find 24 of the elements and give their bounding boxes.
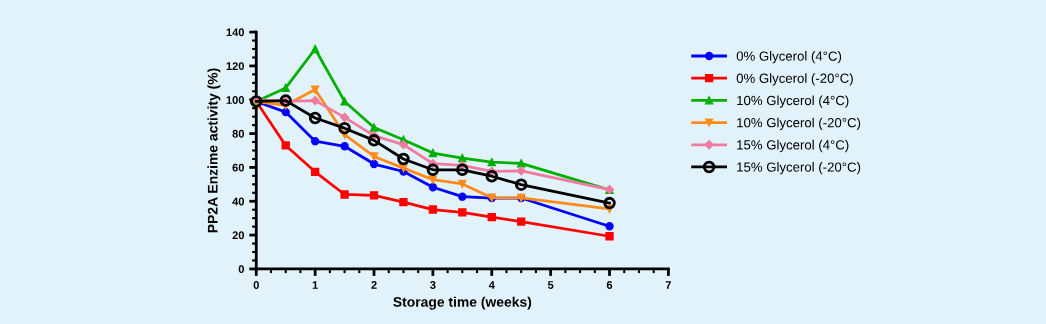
legend-label: 0% Glycerol (4°C) bbox=[736, 51, 842, 64]
legend-label: 15% Glycerol (-20°C) bbox=[737, 162, 861, 175]
x-tick-label: 1 bbox=[312, 281, 318, 289]
legend-label: 10% Glycerol (4°C) bbox=[737, 95, 849, 108]
y-tick-label: 140 bbox=[226, 28, 245, 37]
legend-label: 15% Glycerol (4°C) bbox=[737, 139, 849, 153]
y-tick-label: 100 bbox=[226, 96, 245, 104]
y-tick-label: 120 bbox=[226, 62, 245, 71]
x-tick-label: 5 bbox=[547, 281, 554, 289]
y-axis-title: PP2A Enzime activity (%) bbox=[207, 68, 221, 233]
x-tick-label: 7 bbox=[665, 281, 671, 289]
y-tick-label: 20 bbox=[232, 231, 245, 240]
y-tick-label: 80 bbox=[232, 129, 245, 138]
x-tick-label: 2 bbox=[371, 281, 377, 289]
legend-label: 0% Glycerol (-20°C) bbox=[736, 73, 853, 86]
y-tick-label: 0 bbox=[238, 265, 245, 274]
x-tick-label: 3 bbox=[430, 281, 436, 289]
x-tick-label: 6 bbox=[606, 281, 613, 289]
x-tick-label: 0 bbox=[253, 281, 259, 289]
x-axis-title: Storage time (weeks) bbox=[393, 296, 532, 310]
y-tick-label: 40 bbox=[232, 197, 245, 206]
y-tick-label: 60 bbox=[232, 163, 245, 172]
x-tick-label: 4 bbox=[488, 281, 495, 289]
legend-label: 10% Glycerol (-20°C) bbox=[737, 117, 861, 130]
